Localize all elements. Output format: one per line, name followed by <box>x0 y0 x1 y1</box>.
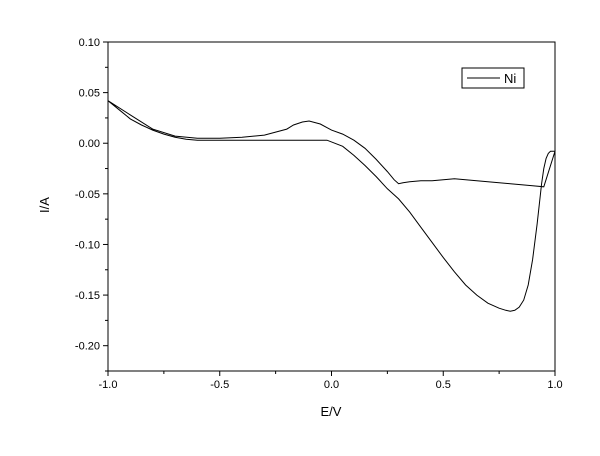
x-tick-label: 1.0 <box>547 379 562 391</box>
y-tick-label: 0.05 <box>79 88 100 100</box>
y-tick-label: -0.15 <box>75 290 100 302</box>
x-axis-title: E/V <box>321 404 342 419</box>
y-tick-label: 0.00 <box>79 138 100 150</box>
x-tick-label: -1.0 <box>99 379 118 391</box>
x-tick-label: 0.0 <box>324 379 339 391</box>
series-line-ni <box>107 100 556 312</box>
y-tick-label: -0.20 <box>75 341 100 353</box>
y-tick-label: -0.05 <box>75 189 100 201</box>
plot-frame <box>107 41 556 372</box>
x-axis-ticks: -1.0 -0.5 0.0 0.5 1.0 <box>99 371 563 391</box>
y-tick-label: -0.10 <box>75 239 100 251</box>
x-tick-label: 0.5 <box>436 379 451 391</box>
y-tick-label: 0.10 <box>79 37 100 49</box>
legend-label-ni: Ni <box>504 71 516 86</box>
legend: Ni <box>461 67 525 89</box>
y-axis-title: I/A <box>37 197 52 213</box>
y-axis-ticks: -0.20 -0.15 -0.10 -0.05 0.00 0.05 0.10 <box>75 37 108 372</box>
x-tick-label: -0.5 <box>210 379 229 391</box>
